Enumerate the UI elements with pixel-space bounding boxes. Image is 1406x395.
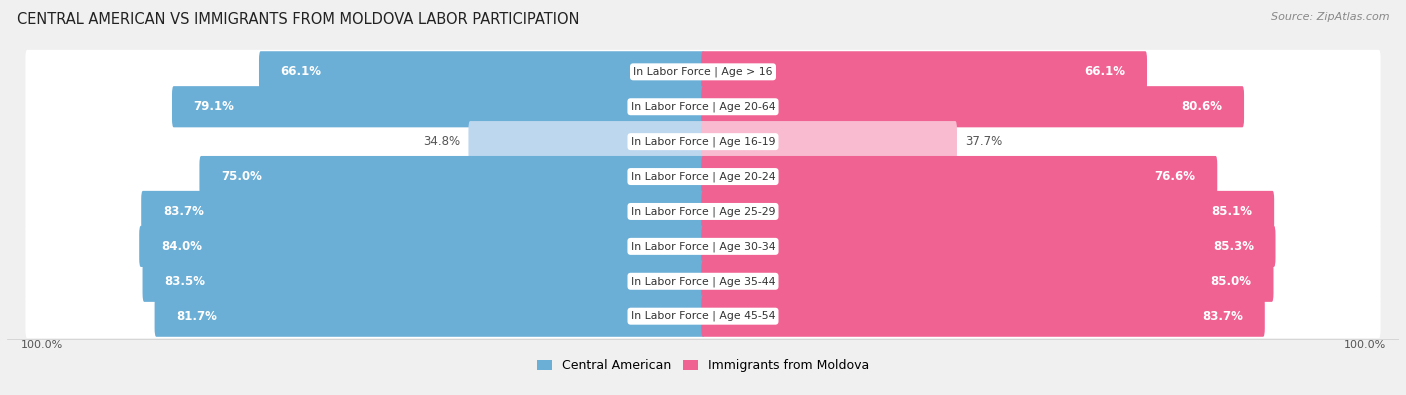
Text: 37.7%: 37.7% [966, 135, 1002, 148]
Text: 66.1%: 66.1% [281, 65, 322, 78]
Text: 80.6%: 80.6% [1181, 100, 1222, 113]
Text: In Labor Force | Age 35-44: In Labor Force | Age 35-44 [631, 276, 775, 286]
Text: In Labor Force | Age 20-64: In Labor Force | Age 20-64 [631, 102, 775, 112]
FancyBboxPatch shape [25, 259, 1381, 303]
Text: In Labor Force | Age 25-29: In Labor Force | Age 25-29 [631, 206, 775, 217]
Text: CENTRAL AMERICAN VS IMMIGRANTS FROM MOLDOVA LABOR PARTICIPATION: CENTRAL AMERICAN VS IMMIGRANTS FROM MOLD… [17, 12, 579, 27]
FancyBboxPatch shape [702, 86, 1244, 127]
Text: 83.7%: 83.7% [1202, 310, 1243, 323]
Text: In Labor Force | Age 45-54: In Labor Force | Age 45-54 [631, 311, 775, 322]
Text: 84.0%: 84.0% [160, 240, 202, 253]
FancyBboxPatch shape [468, 121, 704, 162]
Legend: Central American, Immigrants from Moldova: Central American, Immigrants from Moldov… [531, 354, 875, 377]
Text: 79.1%: 79.1% [194, 100, 235, 113]
FancyBboxPatch shape [259, 51, 704, 92]
Text: 66.1%: 66.1% [1084, 65, 1125, 78]
FancyBboxPatch shape [141, 191, 704, 232]
FancyBboxPatch shape [25, 154, 1381, 199]
FancyBboxPatch shape [172, 86, 704, 127]
FancyBboxPatch shape [139, 226, 704, 267]
Text: In Labor Force | Age > 16: In Labor Force | Age > 16 [633, 67, 773, 77]
Text: 75.0%: 75.0% [221, 170, 262, 183]
Text: In Labor Force | Age 20-24: In Labor Force | Age 20-24 [631, 171, 775, 182]
Text: 100.0%: 100.0% [21, 340, 63, 350]
FancyBboxPatch shape [200, 156, 704, 197]
FancyBboxPatch shape [702, 295, 1265, 337]
Text: 34.8%: 34.8% [423, 135, 460, 148]
Text: In Labor Force | Age 30-34: In Labor Force | Age 30-34 [631, 241, 775, 252]
Text: 83.7%: 83.7% [163, 205, 204, 218]
FancyBboxPatch shape [25, 294, 1381, 338]
FancyBboxPatch shape [25, 224, 1381, 268]
FancyBboxPatch shape [702, 191, 1274, 232]
FancyBboxPatch shape [155, 295, 704, 337]
Text: 76.6%: 76.6% [1154, 170, 1195, 183]
Text: 81.7%: 81.7% [176, 310, 217, 323]
Text: In Labor Force | Age 16-19: In Labor Force | Age 16-19 [631, 136, 775, 147]
FancyBboxPatch shape [25, 50, 1381, 94]
FancyBboxPatch shape [702, 226, 1275, 267]
FancyBboxPatch shape [702, 51, 1147, 92]
Text: 85.0%: 85.0% [1211, 275, 1251, 288]
Text: 100.0%: 100.0% [1343, 340, 1385, 350]
FancyBboxPatch shape [702, 121, 957, 162]
FancyBboxPatch shape [702, 261, 1274, 302]
Text: 85.3%: 85.3% [1213, 240, 1254, 253]
FancyBboxPatch shape [702, 156, 1218, 197]
Text: 85.1%: 85.1% [1212, 205, 1253, 218]
FancyBboxPatch shape [25, 190, 1381, 233]
FancyBboxPatch shape [25, 120, 1381, 164]
FancyBboxPatch shape [25, 85, 1381, 129]
FancyBboxPatch shape [142, 261, 704, 302]
Text: 83.5%: 83.5% [165, 275, 205, 288]
Text: Source: ZipAtlas.com: Source: ZipAtlas.com [1271, 12, 1389, 22]
